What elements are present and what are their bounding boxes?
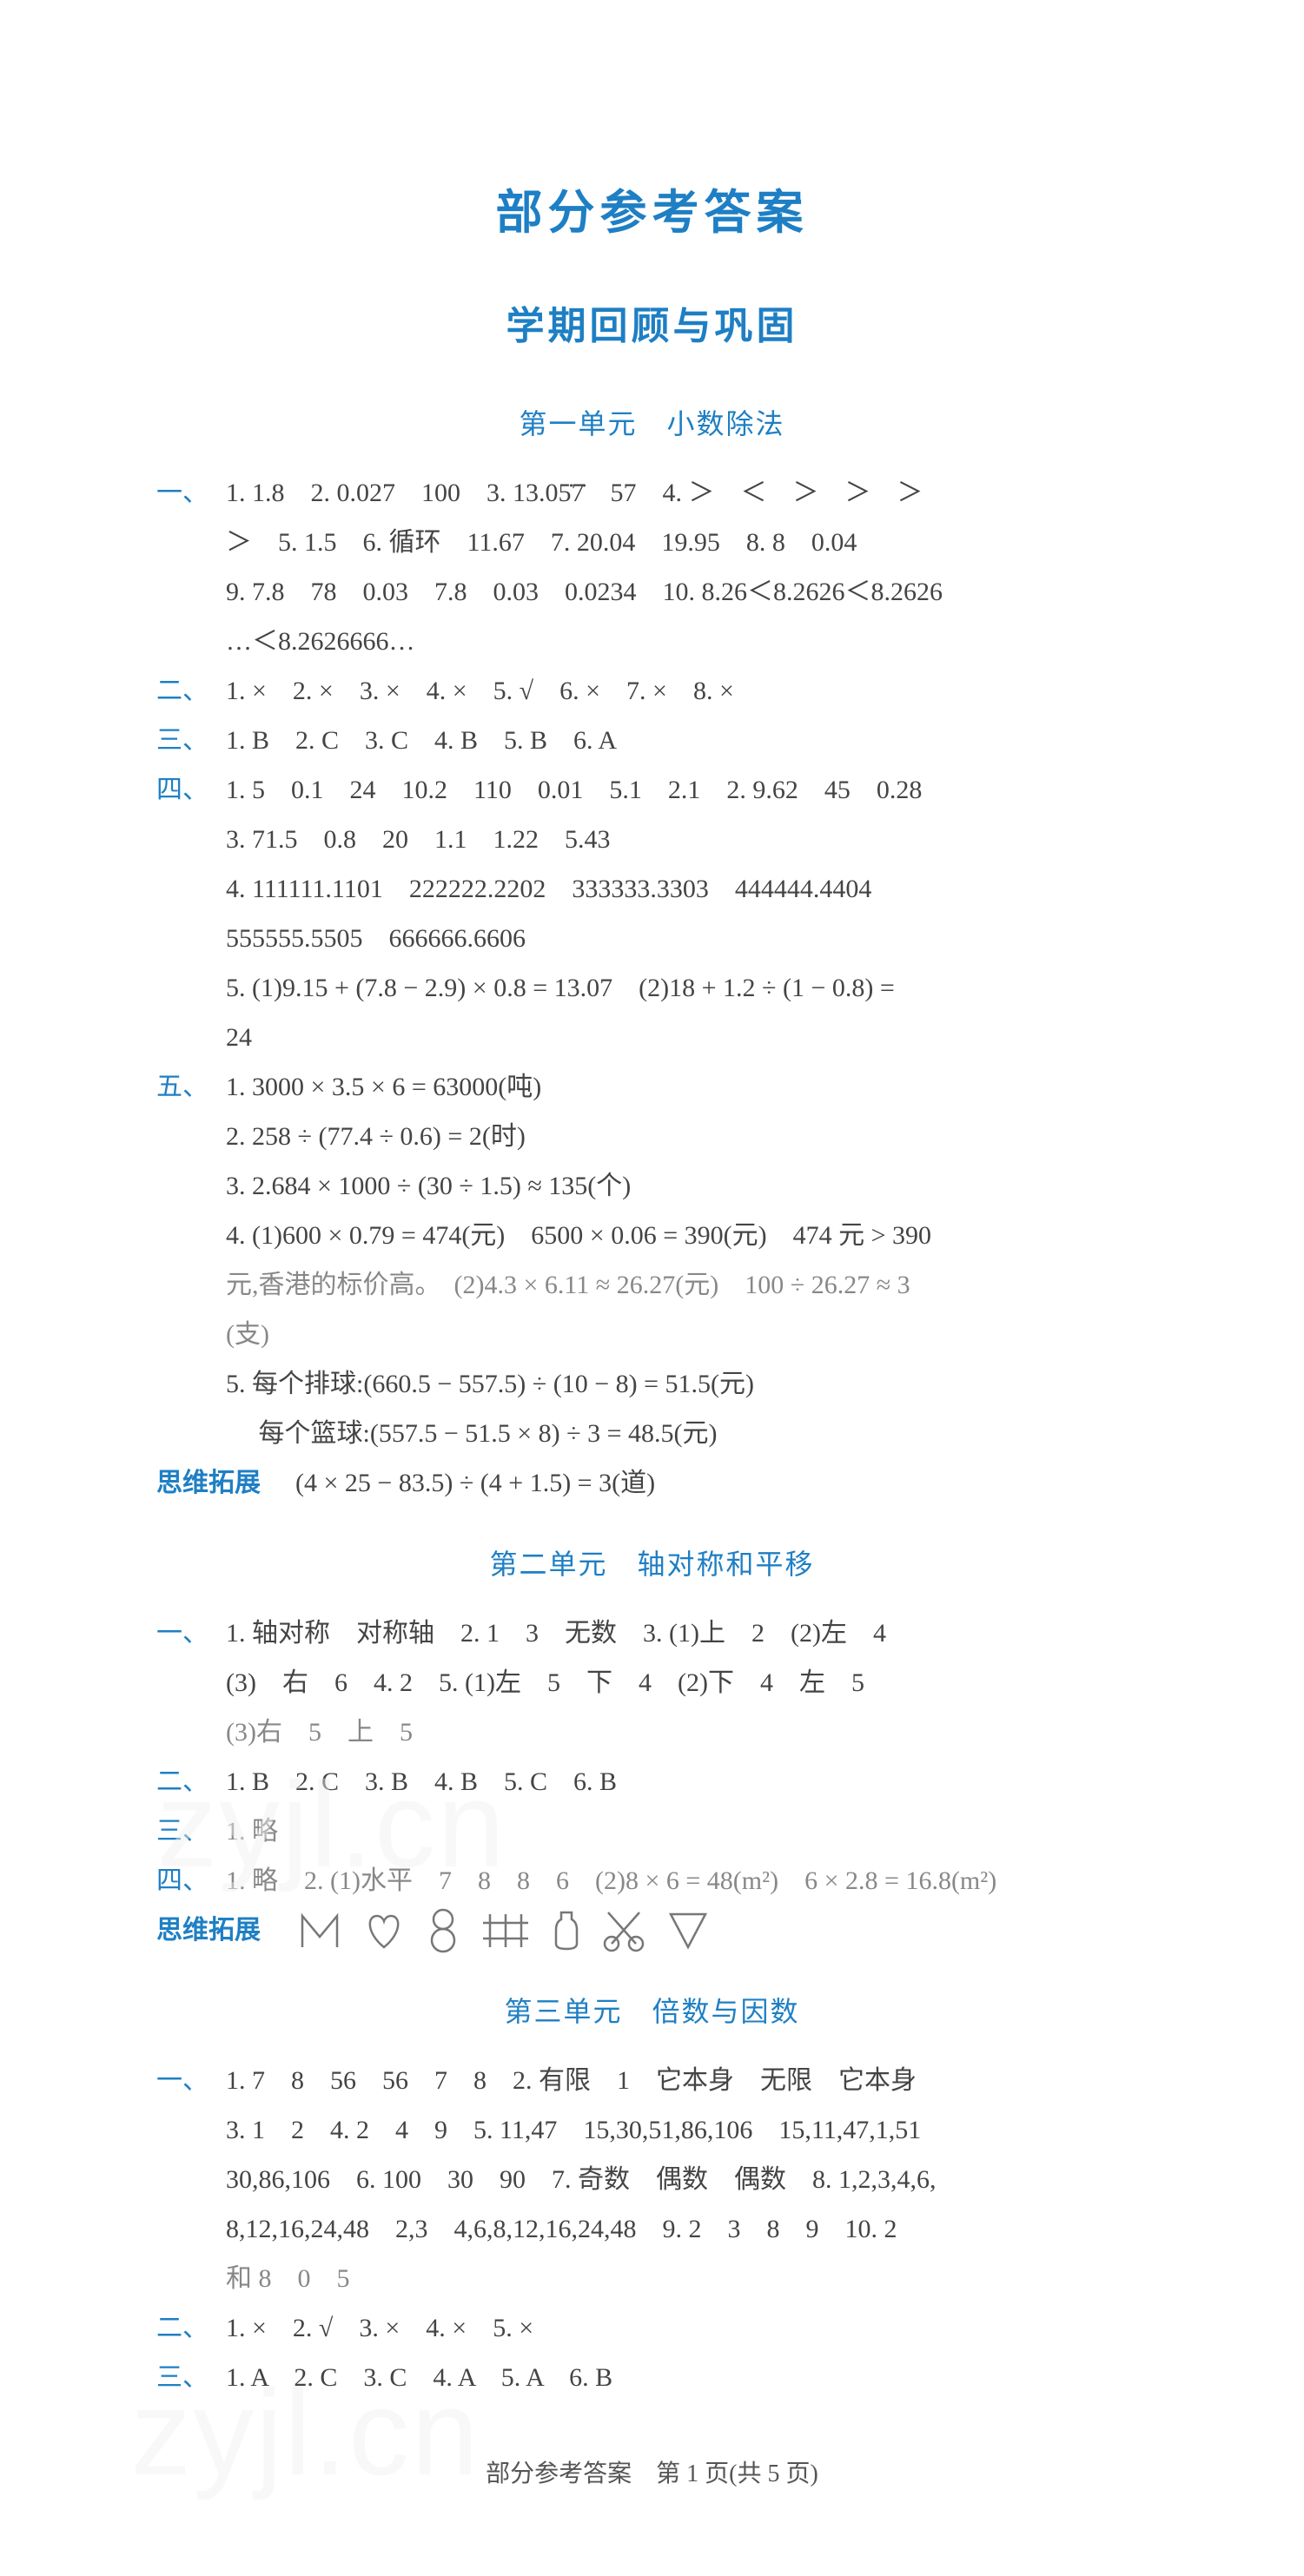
unit2-title: 第二单元 轴对称和平移	[156, 1542, 1148, 1582]
section-body: 1. B 2. C 3. B 4. B 5. C 6. B	[226, 1757, 1148, 1807]
answer-line: 3. 71.5 0.8 20 1.1 1.22 5.43	[226, 815, 1148, 864]
section-body: 1. 7 8 56 56 7 8 2. 有限 1 它本身 无限 它本身 3. 1…	[226, 2056, 1148, 2303]
section-body: 1. B 2. C 3. C 4. B 5. B 6. A	[226, 716, 1148, 765]
u2-s3: 三、 1. 略	[156, 1807, 1148, 1856]
u3-s1: 一、 1. 7 8 56 56 7 8 2. 有限 1 它本身 无限 它本身 3…	[156, 2056, 1148, 2303]
section-marker: 二、	[156, 1757, 226, 1807]
page: zyjl.cn zyjl.cn 部分参考答案 学期回顾与巩固 第一单元 小数除法…	[0, 0, 1304, 2576]
answer-line-light: (3)右 5 上 5	[226, 1707, 1148, 1757]
section-body: 1. × 2. × 3. × 4. × 5. √ 6. × 7. × 8. ×	[226, 666, 1148, 716]
answer-line: 3. 2.684 × 1000 ÷ (30 ÷ 1.5) ≈ 135(个)	[226, 1161, 1148, 1211]
answer-line: 1. × 2. √ 3. × 4. × 5. ×	[226, 2303, 1148, 2353]
section-marker: 四、	[156, 1856, 226, 1906]
unit3-title: 第三单元 倍数与因数	[156, 1990, 1148, 2030]
symbol-eight-icon	[424, 1906, 462, 1954]
answer-line-light: 和 8 0 5	[226, 2254, 1148, 2303]
unit3-body: 一、 1. 7 8 56 56 7 8 2. 有限 1 它本身 无限 它本身 3…	[156, 2056, 1148, 2402]
u1-s1: 一、 1. 1.8 2. 0.027 100 3. 13.05̇7̇ 57 4.…	[156, 468, 1148, 666]
section-marker: 三、	[156, 716, 226, 765]
answer-line: 1. 5 0.1 24 10.2 110 0.01 5.1 2.1 2. 9.6…	[226, 765, 1148, 815]
unit1-title: 第一单元 小数除法	[156, 402, 1148, 442]
answer-line-light: 1. 略	[226, 1807, 1148, 1856]
section-body: 1. 1.8 2. 0.027 100 3. 13.05̇7̇ 57 4. ＞ …	[226, 468, 1148, 666]
answer-line: 3. 1 2 4. 2 4 9 5. 11,47 15,30,51,86,106…	[226, 2105, 1148, 2155]
section-marker: 三、	[156, 1807, 226, 1856]
answer-line-light: 元,香港的标价高。 (2)4.3 × 6.11 ≈ 26.27(元) 100 ÷…	[226, 1260, 1148, 1310]
u1-s5: 五、 1. 3000 × 3.5 × 6 = 63000(吨) 2. 258 ÷…	[156, 1062, 1148, 1458]
answer-line: 4. (1)600 × 0.79 = 474(元) 6500 × 0.06 = …	[226, 1211, 1148, 1260]
section-body: (4 × 25 − 83.5) ÷ (4 + 1.5) = 3(道)	[295, 1458, 1148, 1508]
section-body: 1. × 2. √ 3. × 4. × 5. ×	[226, 2303, 1148, 2353]
answer-line: …＜8.2626666…	[226, 617, 1148, 666]
u2-s2: 二、 1. B 2. C 3. B 4. B 5. C 6. B	[156, 1757, 1148, 1807]
symbol-bottle-icon	[549, 1906, 584, 1954]
main-title: 部分参考答案	[156, 174, 1148, 242]
answer-line: 8,12,16,24,48 2,3 4,6,8,12,16,24,48 9. 2…	[226, 2204, 1148, 2254]
symbol-fence-icon	[478, 1906, 533, 1954]
section-body: 1. 略	[226, 1807, 1148, 1856]
answer-line: 1. B 2. C 3. C 4. B 5. B 6. A	[226, 716, 1148, 765]
section-body: 1. 轴对称 对称轴 2. 1 3 无数 3. (1)上 2 (2)左 4 (3…	[226, 1608, 1148, 1757]
answer-line: 5. (1)9.15 + (7.8 − 2.9) × 0.8 = 13.07 (…	[226, 963, 1148, 1013]
answer-line: 4. 111111.1101 222222.2202 333333.3303 4…	[226, 864, 1148, 914]
section-body: 1. A 2. C 3. C 4. A 5. A 6. B	[226, 2353, 1148, 2402]
u1-s2: 二、 1. × 2. × 3. × 4. × 5. √ 6. × 7. × 8.…	[156, 666, 1148, 716]
section-body: 1. 3000 × 3.5 × 6 = 63000(吨) 2. 258 ÷ (7…	[226, 1062, 1148, 1458]
answer-line: 1. × 2. × 3. × 4. × 5. √ 6. × 7. × 8. ×	[226, 666, 1148, 716]
answer-line-light: (支)	[226, 1310, 1148, 1359]
thinking-label: 思维拓展	[156, 1458, 295, 1508]
answer-line: 1. 7 8 56 56 7 8 2. 有限 1 它本身 无限 它本身	[226, 2056, 1148, 2105]
u1-s4: 四、 1. 5 0.1 24 10.2 110 0.01 5.1 2.1 2. …	[156, 765, 1148, 1062]
section-body: 1. 略 2. (1)水平 7 8 8 6 (2)8 × 6 = 48(m²) …	[226, 1856, 1148, 1906]
symbol-m-icon	[295, 1906, 344, 1954]
answer-line: 每个篮球:(557.5 − 51.5 × 8) ÷ 3 = 48.5(元)	[226, 1409, 1148, 1458]
answer-line: ＞ 5. 1.5 6. 循环 11.67 7. 20.04 19.95 8. 8…	[226, 518, 1148, 567]
answer-line: 30,86,106 6. 100 30 90 7. 奇数 偶数 偶数 8. 1,…	[226, 2155, 1148, 2204]
answer-line: 1. A 2. C 3. C 4. A 5. A 6. B	[226, 2353, 1148, 2402]
answer-line: 555555.5505 666666.6606	[226, 914, 1148, 963]
answer-line: (4 × 25 − 83.5) ÷ (4 + 1.5) = 3(道)	[295, 1458, 1148, 1508]
u2-s1: 一、 1. 轴对称 对称轴 2. 1 3 无数 3. (1)上 2 (2)左 4…	[156, 1608, 1148, 1757]
section-body: 1. 5 0.1 24 10.2 110 0.01 5.1 2.1 2. 9.6…	[226, 765, 1148, 1062]
symbol-triangle-icon	[664, 1906, 712, 1954]
section-marker: 三、	[156, 2353, 226, 2402]
section-marker: 二、	[156, 2303, 226, 2353]
u2-s5: 思维拓展	[156, 1906, 1148, 1955]
answer-line: 24	[226, 1013, 1148, 1062]
answer-line: (3) 右 6 4. 2 5. (1)左 5 下 4 (2)下 4 左 5	[226, 1658, 1148, 1707]
section-marker: 一、	[156, 468, 226, 518]
symbol-heart-icon	[360, 1906, 408, 1954]
unit2-body: 一、 1. 轴对称 对称轴 2. 1 3 无数 3. (1)上 2 (2)左 4…	[156, 1608, 1148, 1955]
answer-line-light: 1. 略 2. (1)水平 7 8 8 6 (2)8 × 6 = 48(m²) …	[226, 1856, 1148, 1906]
thinking-label: 思维拓展	[156, 1906, 295, 1955]
u1-s3: 三、 1. B 2. C 3. C 4. B 5. B 6. A	[156, 716, 1148, 765]
answer-line: 2. 258 ÷ (77.4 ÷ 0.6) = 2(时)	[226, 1112, 1148, 1161]
page-footer: 部分参考答案 第 1 页(共 5 页)	[156, 2454, 1148, 2489]
answer-line: 1. 1.8 2. 0.027 100 3. 13.05̇7̇ 57 4. ＞ …	[226, 468, 1148, 518]
section-marker: 五、	[156, 1062, 226, 1112]
symbol-row	[295, 1906, 1148, 1954]
u3-s2: 二、 1. × 2. √ 3. × 4. × 5. ×	[156, 2303, 1148, 2353]
answer-line: 9. 7.8 78 0.03 7.8 0.03 0.0234 10. 8.26＜…	[226, 567, 1148, 617]
answer-line: 1. B 2. C 3. B 4. B 5. C 6. B	[226, 1757, 1148, 1807]
answer-line: 1. 3000 × 3.5 × 6 = 63000(吨)	[226, 1062, 1148, 1112]
section-marker: 二、	[156, 666, 226, 716]
answer-line: 1. 轴对称 对称轴 2. 1 3 无数 3. (1)上 2 (2)左 4	[226, 1608, 1148, 1658]
section-marker: 四、	[156, 765, 226, 815]
section-marker: 一、	[156, 2056, 226, 2105]
u3-s3: 三、 1. A 2. C 3. C 4. A 5. A 6. B	[156, 2353, 1148, 2402]
unit1-body: 一、 1. 1.8 2. 0.027 100 3. 13.05̇7̇ 57 4.…	[156, 468, 1148, 1508]
answer-line: 5. 每个排球:(660.5 − 557.5) ÷ (10 − 8) = 51.…	[226, 1359, 1148, 1409]
u1-s6: 思维拓展 (4 × 25 − 83.5) ÷ (4 + 1.5) = 3(道)	[156, 1458, 1148, 1508]
section-marker: 一、	[156, 1608, 226, 1658]
symbol-scissors-icon	[599, 1906, 648, 1954]
u2-s4: 四、 1. 略 2. (1)水平 7 8 8 6 (2)8 × 6 = 48(m…	[156, 1856, 1148, 1906]
sub-title: 学期回顾与巩固	[156, 294, 1148, 350]
